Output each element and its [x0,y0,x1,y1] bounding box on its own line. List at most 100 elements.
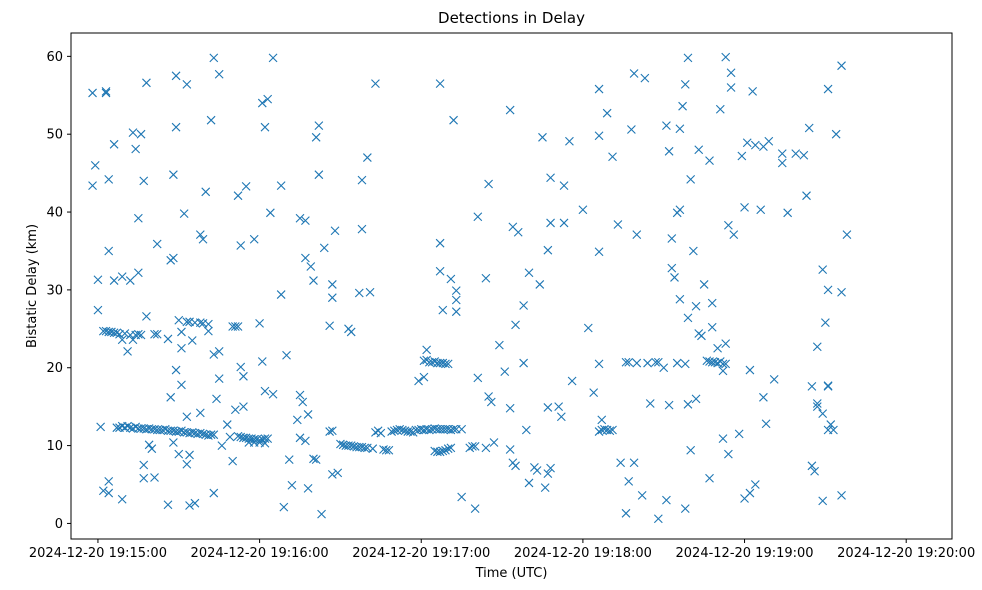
data-point-x-marker [301,253,310,263]
data-point-x-marker [263,434,273,443]
data-point-x-marker [90,160,100,170]
data-point-x-marker [263,94,273,104]
data-point-x-marker [419,372,429,382]
data-point-x-marker [255,435,264,445]
data-point-x-marker [306,262,316,271]
data-point-x-marker [484,179,493,189]
data-point-x-marker [750,480,760,489]
data-point-x-marker [142,311,151,321]
data-point-x-marker [737,151,747,161]
data-point-x-marker [540,483,550,493]
data-point-x-marker [284,455,294,464]
data-point-x-marker [683,53,693,63]
data-point-x-marker [675,294,685,304]
data-point-x-marker [688,246,698,256]
data-point-x-marker [287,480,297,490]
data-point-x-marker [686,445,696,455]
data-point-x-marker [182,79,192,89]
data-point-x-marker [225,432,235,442]
data-point-x-marker [171,365,181,375]
data-point-x-marker [179,209,189,218]
data-point-x-marker [268,389,278,399]
data-point-x-marker [678,101,687,111]
data-point-x-marker [317,509,326,519]
data-point-x-marker [139,473,149,483]
data-point-x-marker [406,427,415,436]
data-point-x-marker [144,440,154,450]
data-point-x-marker [667,263,677,273]
data-point-x-marker [174,315,184,325]
data-point-x-marker [468,441,477,451]
data-point-x-marker [117,335,127,345]
data-point-x-marker [163,334,173,344]
data-point-x-marker [276,181,286,190]
data-point-x-marker [443,359,453,369]
data-point-x-marker [109,276,119,285]
data-point-x-marker [546,173,555,183]
data-point-x-marker [764,136,774,146]
data-point-x-marker [301,216,310,225]
data-point-x-marker [384,445,394,455]
data-point-x-marker [241,181,251,191]
data-point-x-marker [133,213,143,223]
data-point-x-marker [435,447,445,457]
data-point-x-marker [632,358,642,368]
data-point-x-marker [594,247,604,257]
data-point-x-marker [104,174,114,184]
data-point-x-marker [309,276,318,285]
data-point-x-marker [109,139,119,149]
data-point-x-marker [265,208,275,218]
data-point-x-marker [201,187,211,197]
data-point-x-marker [206,430,216,440]
data-point-x-marker [613,220,623,229]
data-point-x-marker [505,445,515,454]
data-point-x-marker [177,426,186,436]
data-point-x-marker [371,79,380,88]
data-point-x-marker [309,454,318,464]
data-point-x-marker [645,399,655,408]
y-tick-label: 10 [46,439,63,454]
data-point-x-marker [233,191,243,201]
data-point-x-marker [559,218,569,228]
data-point-x-marker [594,427,604,436]
data-point-x-marker [230,322,240,331]
data-point-x-marker [195,408,205,418]
y-tick-label: 20 [46,361,63,376]
x-axis-label: Time (UTC) [475,566,548,581]
data-point-x-marker [511,320,520,330]
data-point-x-marker [556,412,566,422]
data-point-x-marker [303,484,313,493]
data-point-x-marker [702,356,712,366]
data-point-x-marker [594,84,604,94]
data-point-x-marker [311,455,321,464]
data-point-x-marker [651,357,661,367]
data-point-x-marker [707,298,717,308]
data-point-x-marker [112,423,122,433]
data-point-x-marker [691,301,701,311]
data-point-x-marker [637,491,647,500]
data-point-x-marker [653,514,663,524]
data-point-x-marker [777,149,787,159]
x-tick-label: 2024-12-20 19:19:00 [676,546,814,561]
data-point-x-marker [449,115,458,125]
x-tick-label: 2024-12-20 19:15:00 [29,546,167,561]
data-point-x-marker [602,108,612,118]
data-point-x-marker [147,444,157,454]
data-point-x-marker [470,441,480,451]
data-point-x-marker [249,234,259,244]
data-point-x-marker [438,446,448,456]
data-point-x-marker [214,374,224,384]
data-point-x-marker [279,502,289,512]
data-point-x-marker [182,459,192,469]
data-point-x-marker [707,322,717,332]
data-point-x-marker [174,449,184,459]
data-point-x-marker [222,420,232,429]
data-point-x-marker [422,345,432,355]
data-point-x-marker [206,115,216,125]
data-point-x-marker [686,174,696,184]
data-point-x-marker [761,419,771,429]
data-point-x-marker [168,438,178,447]
data-point-x-marker [783,208,793,218]
